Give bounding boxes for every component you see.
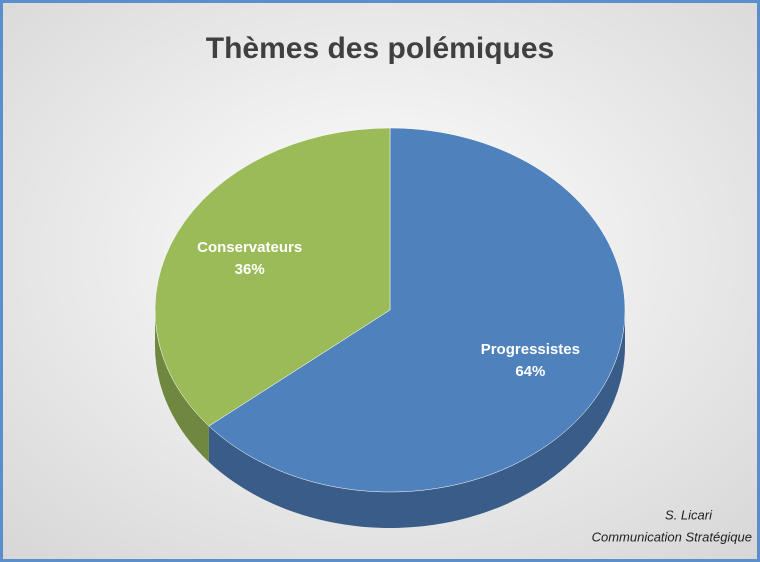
pie-slice <box>208 127 626 493</box>
chart-title: Thèmes des polémiques <box>206 32 554 65</box>
slice-value-label: 64% <box>515 363 545 380</box>
pie-side <box>208 310 625 528</box>
slice-category: Conservateurs <box>197 239 302 256</box>
pie-slice <box>154 127 391 427</box>
annotation: Communication Stratégique <box>592 529 752 544</box>
pie-side <box>155 310 209 463</box>
slice-value-label: 36% <box>235 261 265 278</box>
annotation: S. Licari <box>665 507 713 522</box>
slice-category: Progressistes <box>481 341 580 358</box>
